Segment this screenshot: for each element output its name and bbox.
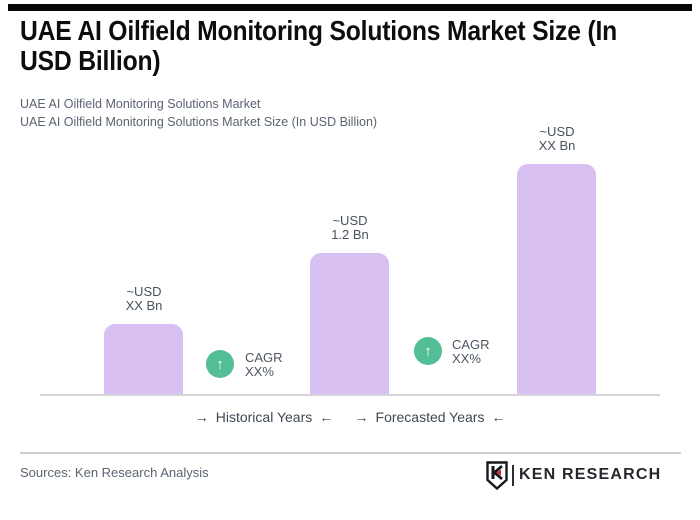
- x-axis-line: [40, 394, 660, 396]
- bar-label-line: 1.2 Bn: [331, 227, 369, 242]
- bar-label-line: XX Bn: [538, 138, 576, 153]
- bar-forecast-end: [517, 164, 596, 395]
- subtitle-line-2: UAE AI Oilfield Monitoring Solutions Mar…: [20, 115, 378, 129]
- cagr-badge-forecast: ↑ CAGR XX%: [414, 337, 490, 366]
- bar-historical-start: [104, 324, 183, 395]
- bar-value-label-historical-start: ~USD XX Bn: [84, 285, 204, 313]
- bar-label-line: ~USD: [539, 124, 575, 139]
- bar-label-line: XX Bn: [125, 298, 163, 313]
- bar-base-year: [310, 253, 389, 395]
- ken-research-logo: KEN RESEARCH: [486, 460, 661, 490]
- cagr-value: XX%: [245, 364, 274, 379]
- left-arrow-icon: ←: [319, 409, 334, 425]
- left-arrow-icon: ←: [491, 409, 506, 425]
- growth-up-arrow-icon: ↑: [414, 337, 442, 365]
- chart-subtitle: UAE AI Oilfield Monitoring Solutions Mar…: [20, 95, 377, 131]
- right-arrow-icon: →: [354, 409, 369, 425]
- cagr-badge-text: CAGR XX%: [452, 337, 490, 366]
- logo-separator: [512, 464, 514, 486]
- top-border-bar: [8, 4, 692, 11]
- bar-value-label-forecast: ~USD XX Bn: [497, 125, 617, 153]
- cagr-value: XX%: [452, 351, 481, 366]
- cagr-label: CAGR: [245, 350, 283, 365]
- x-axis-group-forecasted: → Forecasted Years ←: [355, 409, 506, 425]
- cagr-badge-text: CAGR XX%: [245, 350, 283, 379]
- x-axis-group-historical: → Historical Years ←: [195, 409, 334, 425]
- x-axis-label-forecasted: Forecasted Years: [375, 409, 485, 425]
- page-title: UAE AI Oilfield Monitoring Solutions Mar…: [20, 15, 618, 76]
- sources-text: Sources: Ken Research Analysis: [20, 465, 209, 480]
- subtitle-line-1: UAE AI Oilfield Monitoring Solutions Mar…: [20, 97, 261, 111]
- cagr-badge-historical: ↑ CAGR XX%: [206, 350, 283, 379]
- right-arrow-icon: →: [194, 409, 209, 425]
- bar-value-label-base-year: ~USD 1.2 Bn: [290, 214, 410, 242]
- x-axis-label-historical: Historical Years: [215, 409, 313, 425]
- footer-divider: [20, 452, 681, 454]
- growth-up-arrow-icon: ↑: [206, 350, 234, 378]
- ken-research-shield-icon: [486, 460, 508, 490]
- bar-label-line: ~USD: [126, 284, 162, 299]
- logo-wordmark: KEN RESEARCH: [519, 466, 662, 483]
- bar-label-line: ~USD: [332, 213, 368, 228]
- cagr-label: CAGR: [452, 337, 490, 352]
